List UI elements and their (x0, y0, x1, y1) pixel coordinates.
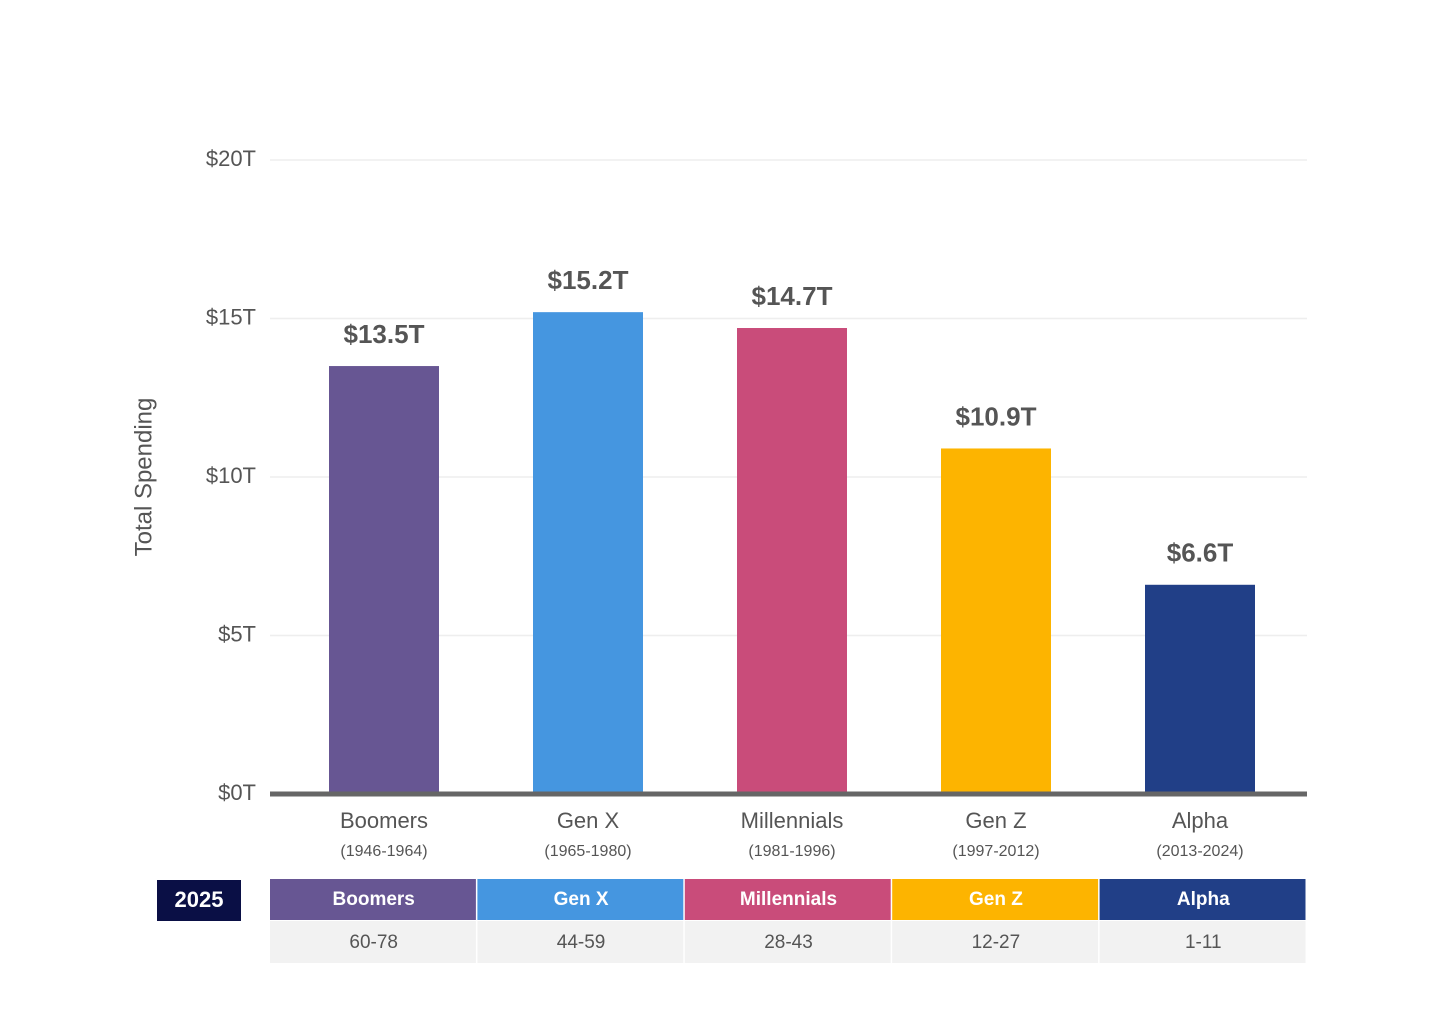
year-label: 2025 (175, 887, 224, 912)
x-tick-sublabel: (2013-2024) (1156, 843, 1243, 860)
x-tick-sublabel: (1946-1964) (340, 843, 427, 860)
table-header-cell (477, 879, 684, 920)
table-cell (477, 921, 684, 963)
table-header: Boomers (333, 889, 415, 910)
value-label: $14.7T (752, 281, 833, 311)
bar (1145, 584, 1255, 794)
table-cell-text: 28-43 (764, 932, 813, 953)
table-cell (270, 921, 476, 963)
table-cell (684, 921, 891, 963)
table-header-cell (892, 879, 1099, 920)
table-header: Gen X (554, 889, 609, 910)
value-label: $6.6T (1167, 538, 1234, 568)
x-tick-label: Gen X (557, 808, 620, 833)
table-cell-text: 1-11 (1185, 932, 1222, 953)
table-cell-text: 44-59 (557, 932, 606, 953)
bar (941, 448, 1051, 794)
table-header-cell (684, 879, 891, 920)
x-tick-label: Gen Z (965, 808, 1026, 833)
x-tick-sublabel: (1965-1980) (544, 843, 631, 860)
y-tick-label: $0T (218, 780, 256, 805)
table-cell (1099, 921, 1306, 963)
value-label: $10.9T (956, 401, 1037, 431)
bar (533, 312, 643, 794)
bar (737, 328, 847, 794)
y-tick-label: $5T (218, 621, 256, 646)
x-tick-sublabel: (1997-2012) (952, 843, 1039, 860)
table-cell-text: 60-78 (349, 932, 398, 953)
value-label: $13.5T (344, 319, 425, 349)
bar (329, 366, 439, 794)
y-tick-label: $10T (206, 463, 256, 488)
table-header: Millennials (740, 889, 837, 910)
x-tick-label: Millennials (741, 808, 844, 833)
table-cell-text: 12-27 (972, 932, 1021, 953)
table-cell (892, 921, 1099, 963)
table-header: Gen Z (969, 889, 1023, 910)
x-tick-label: Boomers (340, 808, 428, 833)
x-tick-sublabel: (1981-1996) (748, 843, 835, 860)
table-header-cell (1099, 879, 1306, 920)
year-box (157, 880, 241, 921)
table-header-cell (270, 879, 476, 920)
value-label: $15.2T (548, 265, 629, 295)
table-header: Alpha (1177, 889, 1230, 910)
y-tick-label: $15T (206, 304, 256, 329)
y-tick-label: $20T (206, 146, 256, 171)
y-axis-title: Total Spending (130, 398, 157, 557)
x-tick-label: Alpha (1172, 808, 1229, 833)
